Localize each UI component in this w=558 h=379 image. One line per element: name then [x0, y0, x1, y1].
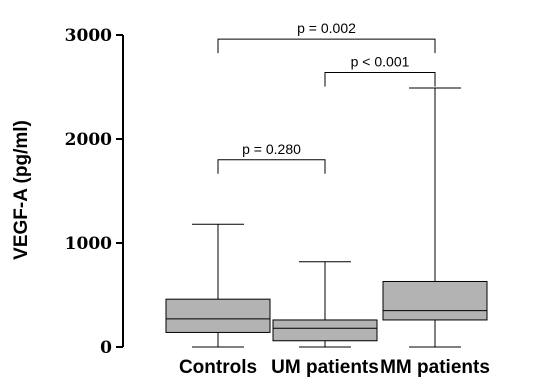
- bracket-line: [324, 71, 436, 87]
- x-category-label: Controls: [179, 357, 257, 378]
- significance-brackets: p = 0.280 p < 0.001 p = 0.002: [217, 20, 436, 174]
- p-value-label: p = 0.280: [242, 141, 301, 157]
- iqr-box: [165, 298, 271, 333]
- x-category-label: UM patients: [271, 357, 379, 378]
- box-series: [165, 87, 488, 348]
- box-1: [272, 261, 378, 348]
- x-category-label: MM patients: [380, 357, 490, 378]
- iqr-box: [272, 319, 378, 342]
- bracket-0: p = 0.280: [217, 141, 326, 174]
- bracket-line: [217, 38, 436, 54]
- p-value-label: p < 0.001: [351, 53, 410, 69]
- y-tick-label: 2000: [65, 130, 112, 150]
- bracket-line: [217, 159, 326, 174]
- y-tick-label: 0: [100, 338, 112, 358]
- bracket-2: p = 0.002: [217, 20, 436, 54]
- box-0: [165, 223, 271, 348]
- box-2: [382, 87, 488, 348]
- iqr-box: [382, 280, 488, 321]
- bracket-1: p < 0.001: [324, 53, 436, 87]
- y-axis-label: VEGF-A (pg/ml): [11, 120, 32, 260]
- y-tick-label: 3000: [65, 26, 112, 46]
- p-value-label: p = 0.002: [297, 20, 356, 36]
- y-tick-label: 1000: [65, 234, 112, 254]
- axes: 0 1000 2000 3000 Controls UM patients MM patie…: [65, 26, 490, 378]
